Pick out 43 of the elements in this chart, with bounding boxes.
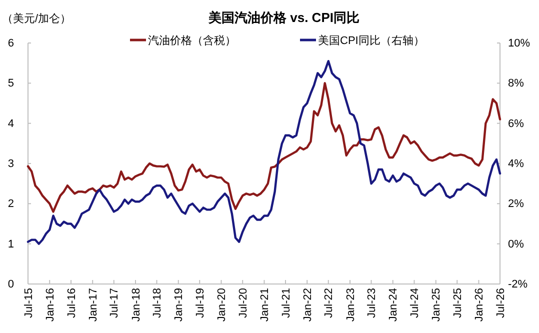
y-axis-title: （美元/加仑） (2, 12, 72, 25)
x-tick-label: Jan-23 (344, 288, 357, 322)
x-tick-label: Jan-26 (474, 288, 486, 322)
legend-label: 美国CPI同比（右轴） (318, 34, 424, 47)
y2-tick-label: 0% (508, 238, 524, 250)
x-tick-label: Jan-25 (430, 288, 443, 322)
x-tick-label: Jan-16 (44, 288, 56, 322)
x-tick-label: Jul-16 (66, 288, 78, 318)
x-tick-label: Jul-17 (108, 288, 121, 318)
x-tick-label: Jan-17 (87, 288, 100, 322)
x-tick-label: Jul-25 (452, 288, 464, 318)
chart-title: 美国汽油价格 vs. CPI同比 (208, 10, 360, 25)
y-tick-label: 0 (8, 278, 14, 291)
x-tick-label: Jan-21 (259, 288, 272, 322)
y2-tick-label: 6% (508, 118, 524, 130)
y-tick-label: 3 (8, 158, 14, 170)
x-tick-label: Jul-24 (409, 288, 422, 318)
legend-label: 汽油价格（含税） (148, 34, 236, 47)
x-tick-label: Jul-19 (194, 288, 206, 318)
y-tick-label: 5 (8, 78, 14, 90)
y2-tick-label: 2% (508, 198, 524, 210)
line-series (26, 82, 502, 213)
y2-tick-label: 4% (508, 158, 524, 170)
y-tick-label: 6 (8, 38, 14, 50)
x-tick-label: Jul-20 (237, 288, 250, 318)
y2-tick-label: -2% (508, 278, 528, 291)
x-tick-label: Jul-26 (494, 288, 507, 318)
x-tick-label: Jul-23 (366, 288, 378, 318)
x-tick-label: Jul-21 (280, 288, 292, 318)
x-tick-label: Jul-15 (22, 288, 35, 318)
x-tick-label: Jan-24 (388, 288, 400, 322)
y2-tick-label: 10% (508, 38, 530, 50)
line-series (26, 60, 502, 245)
x-tick-label: Jul-22 (323, 288, 336, 318)
y-tick-label: 4 (8, 118, 14, 130)
y-tick-label: 1 (8, 238, 14, 250)
x-tick-label: Jan-18 (130, 288, 142, 322)
x-tick-label: Jan-19 (173, 288, 186, 322)
y2-tick-label: 8% (508, 78, 524, 90)
x-tick-label: Jan-20 (216, 288, 228, 322)
x-tick-label: Jul-18 (152, 288, 164, 318)
x-tick-label: Jan-22 (302, 288, 314, 322)
y-tick-label: 2 (8, 198, 14, 210)
